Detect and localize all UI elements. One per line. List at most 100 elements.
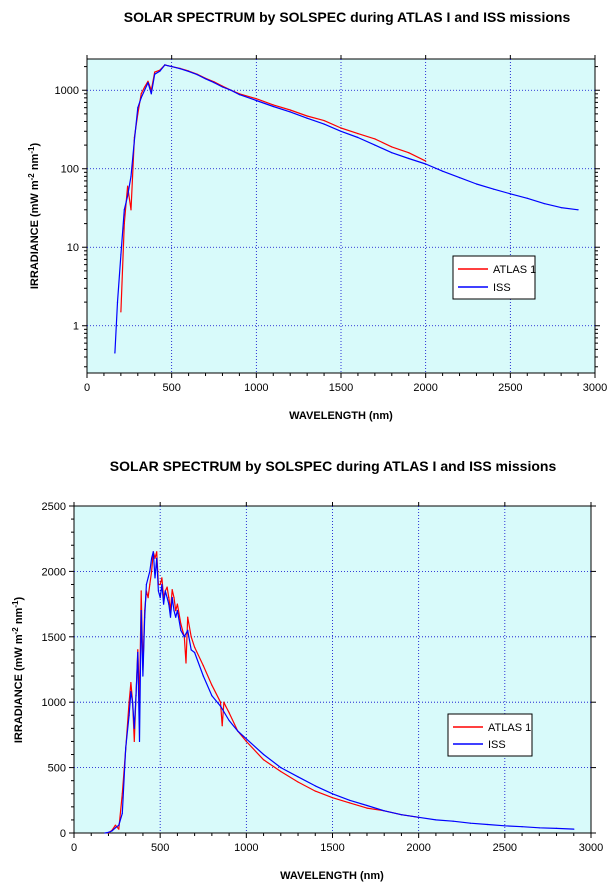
chart-bottom-y-axis-label-sup1: -2: [11, 627, 20, 635]
chart-top-series-iss-point: [127, 195, 129, 197]
chart-bottom-series-atlas-1-point: [154, 557, 156, 559]
chart-top-grid: [87, 59, 595, 373]
chart-bottom-x-axis-label: WAVELENGTH (nm): [280, 870, 384, 882]
chart-bottom-y-axis-label-part3: ): [13, 597, 25, 601]
chart-bottom-series-atlas-1-point: [187, 616, 189, 618]
chart-top-y-axis-label-part2: nm: [29, 153, 41, 173]
chart-bottom-series-iss-point: [435, 819, 437, 821]
chart-bottom-series: [104, 551, 575, 834]
chart-top-y-axis-label-part1: IRRADIANCE (mW m: [29, 180, 41, 289]
chart-bottom: SOLAR SPECTRUM by SOLSPEC during ATLAS I…: [11, 458, 603, 882]
chart-top-series-iss-point: [179, 68, 181, 70]
chart-bottom-series-iss-point: [114, 827, 116, 829]
chart-bottom-series-atlas-1-point: [121, 793, 123, 795]
chart-bottom-series-iss-point: [263, 753, 265, 756]
chart-top-series-iss-point: [323, 123, 325, 125]
chart-top-x-tick-label: 0: [84, 382, 90, 394]
chart-bottom-series-iss-point: [190, 649, 192, 651]
chart-top-series-atlas-1-point: [120, 311, 122, 313]
chart-bottom-series-iss-point: [145, 583, 147, 586]
chart-top-ticks: 0 500 1000 1500 2000 2500 3000 1 10 100 1000: [55, 55, 607, 394]
chart-top-series-iss-point: [167, 65, 169, 67]
chart-top-series-iss-point: [230, 89, 232, 91]
chart-top-y-tick-label: 10: [67, 242, 79, 254]
chart-top-y-tick-label: 1000: [55, 85, 79, 97]
chart-top-series-iss-point: [289, 111, 291, 113]
chart-top-series-iss-point: [374, 144, 376, 146]
chart-bottom-series-iss-point: [538, 827, 540, 829]
chart-bottom-series-iss-point: [555, 827, 558, 830]
chart-bottom-title: SOLAR SPECTRUM by SOLSPEC during ATLAS I…: [110, 458, 557, 474]
chart-bottom-series-iss-point: [151, 557, 153, 559]
chart-bottom-series-iss-point: [159, 597, 161, 599]
chart-bottom-series-iss-point: [418, 816, 420, 818]
chart-bottom-series-iss-point: [168, 603, 170, 605]
chart-bottom-series-atlas-1-point: [280, 770, 282, 773]
chart-bottom-series-iss-point: [175, 616, 177, 618]
chart-top-series-iss-point: [120, 254, 122, 256]
chart-bottom-series-iss-point: [144, 616, 146, 618]
chart-top-series-iss-point: [147, 82, 149, 84]
chart-bottom-series-iss-point: [149, 570, 151, 573]
chart-top-series-atlas-1-point: [323, 120, 325, 122]
chart-bottom-series-atlas-1-point: [314, 790, 316, 792]
chart-bottom-series-iss-point: [180, 629, 182, 631]
chart-top-series-atlas-1-point: [130, 209, 132, 211]
chart-top-legend: ATLAS 1 ISS: [452, 255, 536, 300]
chart-top-series-iss-point: [123, 209, 125, 211]
chart-bottom-series-iss-point: [118, 824, 120, 826]
chart-bottom-series-iss-point: [135, 695, 137, 697]
chart-bottom-series-atlas-1-point: [128, 701, 130, 703]
chart-top-series-iss-point: [458, 177, 461, 179]
chart-bottom-y-tick-label: 500: [48, 763, 66, 775]
chart-bottom-series-atlas-1-point: [168, 597, 170, 599]
chart-top-series-atlas-1-point: [340, 127, 342, 129]
chart-top-series-atlas-1-point: [408, 152, 410, 154]
chart-bottom-series-iss-point: [176, 610, 178, 612]
chart-bottom-legend-label-atlas: ATLAS 1: [488, 722, 531, 734]
chart-top-series-iss-point: [144, 89, 146, 91]
chart-bottom-series-iss-point: [164, 590, 166, 592]
chart-bottom-series-atlas-1-point: [176, 603, 178, 605]
chart-bottom-series-atlas-1-point: [297, 781, 299, 783]
chart-top-series-iss-point: [509, 193, 511, 195]
chart-top-series-iss-point: [425, 163, 427, 165]
chart-bottom-series-iss-point: [154, 577, 156, 579]
chart-top-series-atlas-1-point: [123, 223, 125, 225]
chart-top-series-iss-point: [137, 107, 139, 109]
chart-bottom-series-atlas-1-point: [349, 802, 351, 804]
chart-bottom-series-atlas-1-point: [133, 740, 135, 743]
chart-top-y-axis-label-sup2: -1: [27, 146, 36, 154]
chart-top-series-atlas-1-point: [144, 86, 146, 88]
chart-bottom-y-axis-label: IRRADIANCE (mW m-2 nm-1): [11, 597, 25, 744]
chart-bottom-series-iss-point: [452, 820, 454, 822]
chart-top-series-iss-point: [140, 97, 142, 99]
chart-bottom-series-atlas-1-point: [147, 597, 149, 599]
chart-bottom-series-atlas-1-point: [228, 712, 230, 714]
chart-top-series-atlas-1-point: [255, 98, 257, 100]
chart-bottom-series-atlas-1-point: [225, 705, 227, 707]
chart-bottom-series-iss-point: [157, 590, 159, 592]
chart-bottom-series-iss-point: [156, 557, 158, 559]
chart-top-series-iss-point: [204, 78, 207, 80]
chart-top-series-iss-point: [560, 207, 562, 209]
chart-top-series-iss-point: [164, 64, 166, 66]
chart-bottom-series-iss-line: [104, 551, 574, 834]
chart-bottom-series-iss-point: [194, 651, 196, 654]
chart-top-series-iss-point: [408, 157, 410, 160]
chart-bottom-series-atlas-1-point: [159, 583, 161, 586]
chart-bottom-series-iss-point: [166, 597, 168, 599]
chart-top-y-axis-label-part3: ): [29, 143, 41, 147]
chart-bottom-x-tick-label: 3000: [579, 842, 603, 854]
chart-bottom-series-atlas-1-point: [185, 662, 187, 664]
chart-bottom-series-atlas-1-point: [245, 740, 247, 743]
chart-bottom-series-atlas-1-point: [166, 586, 168, 588]
chart-top-series-iss-point: [272, 105, 274, 108]
chart-bottom-series-atlas-1-point: [130, 682, 132, 684]
chart-bottom-series-atlas-1-point: [161, 577, 163, 579]
chart-top: SOLAR SPECTRUM by SOLSPEC during ATLAS I…: [27, 9, 607, 422]
chart-bottom-series-iss-point: [104, 832, 106, 834]
chart-top-y-tick-label: 1: [73, 321, 79, 333]
chart-bottom-series-iss-point: [202, 675, 204, 677]
chart-bottom-series-atlas-1-point: [211, 684, 213, 686]
